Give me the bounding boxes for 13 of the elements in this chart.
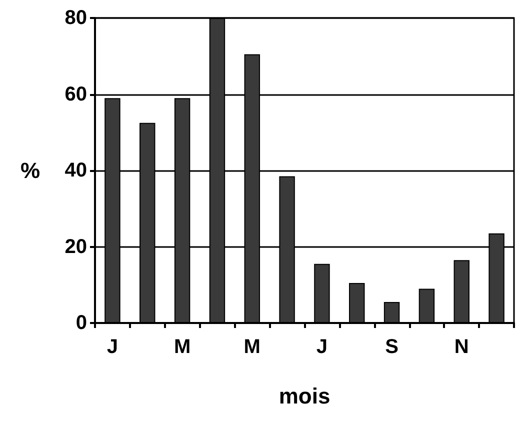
y-tick-label: 80	[64, 7, 87, 29]
x-tick-label: N	[454, 336, 469, 358]
x-tick-label: M	[244, 336, 260, 358]
y-tick-label: 0	[76, 312, 87, 334]
y-tick-label: 60	[64, 83, 87, 106]
y-tick-label: 40	[64, 160, 87, 182]
x-axis-title: mois	[278, 384, 330, 408]
x-tick-label: S	[385, 336, 398, 358]
y-tick-label: 20	[64, 236, 87, 258]
x-tick-label: M	[174, 336, 191, 358]
y-axis-title: %	[20, 158, 40, 183]
x-tick-label: J	[316, 336, 328, 358]
x-tick-label: J	[106, 336, 118, 358]
